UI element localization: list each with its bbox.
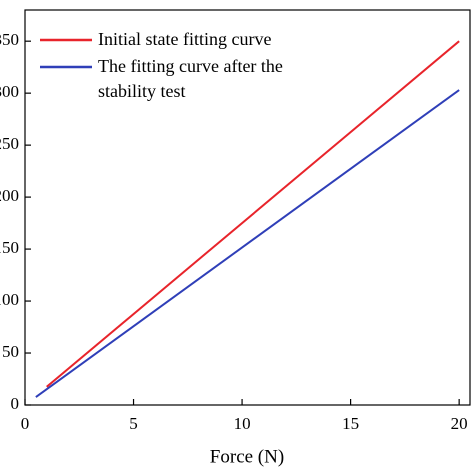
y-tick-label: 150 [0,238,19,257]
y-tick-label: 250 [0,134,19,153]
x-tick-label: 5 [129,414,138,433]
x-tick-label: 15 [342,414,359,433]
x-axis-label: Force (N) [210,446,284,467]
y-tick-label: 100 [0,290,19,309]
y-tick-label: 200 [0,186,19,205]
line-series [46,40,460,388]
y-tick-label: 300 [0,82,19,101]
x-tick-label: 20 [451,414,468,433]
plot-frame [24,9,471,406]
x-tick-label: 0 [21,414,30,433]
legend-label: The fitting curve after the stability te… [98,56,283,101]
y-tick-label: 50 [2,342,19,361]
y-tick-label: 0 [11,394,20,413]
y-tick-label: 350 [0,30,19,49]
legend-label: Initial state fitting curve [98,29,272,49]
line-series [35,89,460,398]
x-tick-label: 10 [234,414,251,433]
